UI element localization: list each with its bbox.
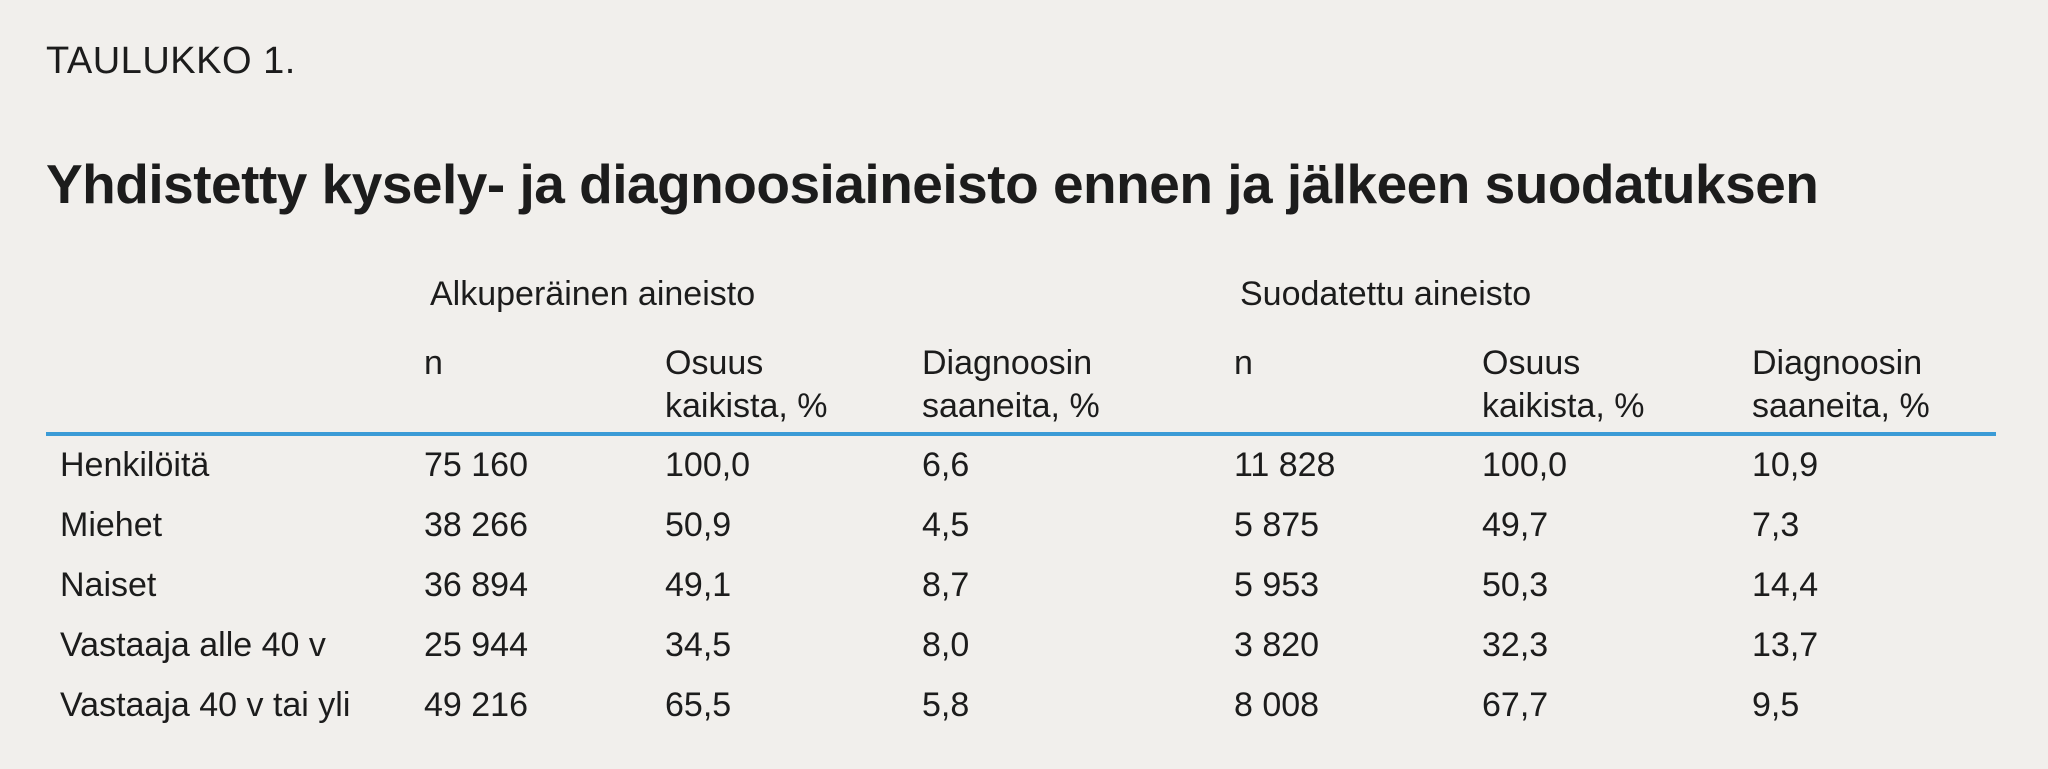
table-cell: 14,4 bbox=[1752, 566, 1819, 604]
table-cell: 65,5 bbox=[665, 686, 732, 724]
row-label: Naiset bbox=[60, 566, 157, 604]
table-cell: 49 216 bbox=[424, 686, 528, 724]
row-label: Vastaaja alle 40 v bbox=[60, 626, 326, 664]
table-cell: 25 944 bbox=[424, 626, 528, 664]
table-cell: 8,0 bbox=[922, 626, 970, 664]
table-cell: 50,9 bbox=[665, 506, 732, 544]
row-label: Vastaaja 40 v tai yli bbox=[60, 686, 351, 724]
column-header: n bbox=[424, 344, 443, 382]
table-cell: 100,0 bbox=[1482, 446, 1568, 484]
header-divider bbox=[46, 432, 1996, 436]
column-header: n bbox=[1234, 344, 1253, 382]
group-header-filtered: Suodatettu aineisto bbox=[1240, 275, 1532, 313]
column-header: Osuus kaikista, % bbox=[665, 344, 828, 425]
table-cell: 5,8 bbox=[922, 686, 970, 724]
table-cell: 7,3 bbox=[1752, 506, 1800, 544]
column-header: Diagnoosin saaneita, % bbox=[1752, 344, 1930, 425]
table-label: TAULUKKO 1. bbox=[46, 40, 296, 82]
table-title: Yhdistetty kysely- ja diagnoosiaineisto … bbox=[46, 153, 1819, 215]
table-cell: 11 828 bbox=[1234, 446, 1336, 484]
table-cell: 49,7 bbox=[1482, 506, 1549, 544]
column-header: Osuus kaikista, % bbox=[1482, 344, 1645, 425]
group-header-original: Alkuperäinen aineisto bbox=[430, 275, 756, 313]
table-cell: 5 875 bbox=[1234, 506, 1320, 544]
table-cell: 13,7 bbox=[1752, 626, 1819, 664]
table-cell: 100,0 bbox=[665, 446, 751, 484]
table-cell: 50,3 bbox=[1482, 566, 1549, 604]
table-cell: 36 894 bbox=[424, 566, 528, 604]
table-cell: 75 160 bbox=[424, 446, 528, 484]
table-cell: 4,5 bbox=[922, 506, 970, 544]
table-cell: 8 008 bbox=[1234, 686, 1320, 724]
table-cell: 34,5 bbox=[665, 626, 732, 664]
table-cell: 10,9 bbox=[1752, 446, 1819, 484]
table-cell: 9,5 bbox=[1752, 686, 1800, 724]
table-cell: 3 820 bbox=[1234, 626, 1320, 664]
table-cell: 8,7 bbox=[922, 566, 970, 604]
column-header: Diagnoosin saaneita, % bbox=[922, 344, 1100, 425]
table-cell: 6,6 bbox=[922, 446, 970, 484]
row-label: Henkilöitä bbox=[60, 446, 210, 484]
table-cell: 32,3 bbox=[1482, 626, 1549, 664]
table-cell: 67,7 bbox=[1482, 686, 1549, 724]
table-cell: 38 266 bbox=[424, 506, 528, 544]
table-cell: 49,1 bbox=[665, 566, 732, 604]
table-cell: 5 953 bbox=[1234, 566, 1320, 604]
row-label: Miehet bbox=[60, 506, 163, 544]
